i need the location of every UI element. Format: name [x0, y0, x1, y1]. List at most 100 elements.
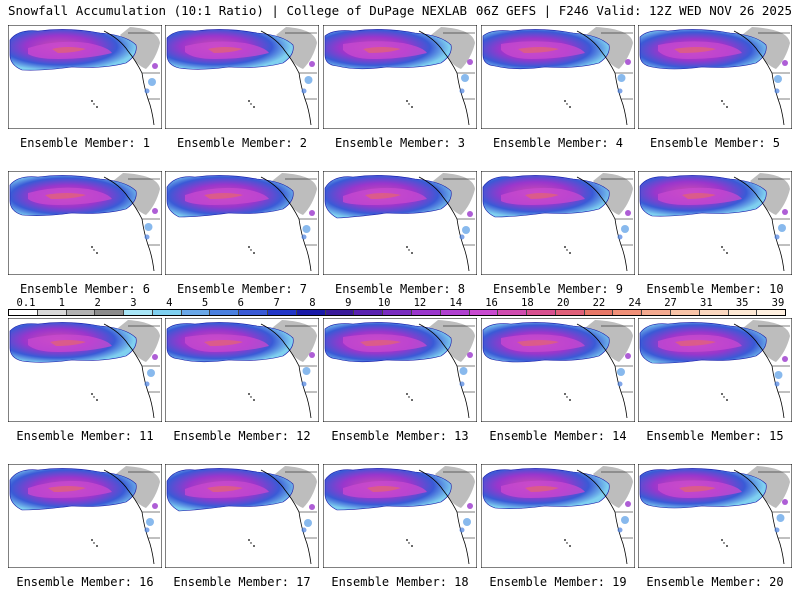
colorbar-swatch	[613, 310, 643, 315]
ensemble-member-label: Ensemble Member: 18	[331, 575, 469, 589]
snowfall-map	[8, 464, 162, 568]
colorbar-swatch	[239, 310, 269, 315]
colorbar-tick-label: 27	[664, 297, 677, 309]
snowfall-map	[323, 171, 477, 275]
colorbar-legend: 0.1 1 2 3 4 5 6 7 8 9 10 12 14 16 18 20 22 24 27 31 35 39	[8, 297, 786, 319]
colorbar-swatch	[555, 310, 585, 315]
colorbar-tick-label: 5	[201, 297, 209, 309]
snowfall-map	[638, 25, 792, 129]
snowfall-map	[8, 318, 162, 422]
colorbar-tick-label: 7	[273, 297, 280, 309]
ensemble-map-panel	[481, 464, 635, 568]
ensemble-member-label: Ensemble Member: 17	[173, 575, 311, 589]
colorbar-tick-label: 16	[485, 297, 498, 309]
snowfall-map	[165, 25, 319, 129]
colorbar-tick-label: 39	[771, 297, 785, 309]
ensemble-map-panel	[8, 171, 162, 275]
ensemble-member-label: Ensemble Member: 20	[646, 575, 784, 589]
colorbar-tick-label: 3	[130, 297, 137, 309]
colorbar-tick-label: 2	[94, 297, 101, 309]
ensemble-map-panel	[165, 25, 319, 129]
ensemble-member-label: Ensemble Member: 19	[489, 575, 627, 589]
ensemble-member-label: Ensemble Member: 5	[649, 136, 781, 150]
ensemble-map-panel	[165, 171, 319, 275]
colorbar-tick-label: 0.1	[16, 297, 36, 309]
ensemble-map-panel	[8, 318, 162, 422]
ensemble-member-label: Ensemble Member: 14	[489, 429, 627, 443]
colorbar-tick-label: 6	[237, 297, 245, 309]
colorbar-swatch	[296, 310, 326, 315]
ensemble-map-panel	[323, 25, 477, 129]
colorbar-tick-label: 4	[166, 297, 173, 309]
colorbar-swatch	[152, 310, 182, 315]
ensemble-member-label: Ensemble Member: 11	[16, 429, 154, 443]
model-run-valid-time: 06Z GEFS | F246 Valid: 12Z WED NOV 26 20…	[475, 3, 792, 18]
ensemble-member-label: Ensemble Member: 13	[331, 429, 469, 443]
ensemble-member-label: Ensemble Member: 6	[19, 282, 151, 296]
ensemble-map-panel	[165, 318, 319, 422]
snowfall-map	[638, 318, 792, 422]
ensemble-member-label: Ensemble Member: 15	[646, 429, 784, 443]
colorbar-swatch	[95, 310, 125, 315]
ensemble-member-label: Ensemble Member: 4	[492, 136, 624, 150]
colorbar-tick-label: 10	[377, 297, 391, 309]
colorbar-swatch	[699, 310, 729, 315]
colorbar-swatch	[325, 310, 355, 315]
colorbar-swatch	[66, 310, 96, 315]
colorbar-swatch	[354, 310, 384, 315]
colorbar-tick-label: 20	[556, 297, 570, 309]
ensemble-map-panel	[481, 318, 635, 422]
ensemble-member-label: Ensemble Member: 9	[492, 282, 624, 296]
colorbar-tick-label: 31	[700, 297, 713, 309]
ensemble-member-label: Ensemble Member: 7	[176, 282, 308, 296]
ensemble-map-panel	[638, 25, 792, 129]
colorbar-swatch	[498, 310, 528, 315]
colorbar-tick-label: 24	[628, 297, 642, 309]
colorbar-swatch	[670, 310, 700, 315]
colorbar-swatch	[411, 310, 441, 315]
ensemble-map-panel	[638, 318, 792, 422]
colorbar-swatch	[527, 310, 556, 315]
snowfall-map	[481, 25, 635, 129]
ensemble-map-panel	[323, 464, 477, 568]
ensemble-member-label: Ensemble Member: 1	[19, 136, 151, 150]
colorbar-tick-label: 18	[521, 297, 534, 309]
colorbar-swatch	[584, 310, 614, 315]
snowfall-map	[638, 464, 792, 568]
ensemble-member-label: Ensemble Member: 8	[334, 282, 466, 296]
colorbar-tick-label: 35	[735, 297, 749, 309]
snowfall-map	[481, 318, 635, 422]
snowfall-map	[165, 171, 319, 275]
snowfall-map	[323, 318, 477, 422]
snowfall-map	[323, 25, 477, 129]
snowfall-map	[8, 171, 162, 275]
colorbar-swatch	[9, 310, 38, 315]
colorbar-tick-label: 9	[345, 297, 352, 309]
ensemble-member-label: Ensemble Member: 3	[334, 136, 466, 150]
colorbar-swatch	[757, 310, 786, 315]
ensemble-map-panel	[165, 464, 319, 568]
colorbar-swatch	[210, 310, 240, 315]
colorbar-swatch	[268, 310, 297, 315]
ensemble-map-panel	[638, 171, 792, 275]
snowfall-map	[481, 464, 635, 568]
colorbar-swatch	[383, 310, 412, 315]
header: Snowfall Accumulation (10:1 Ratio) | Col…	[0, 0, 800, 22]
colorbar-swatch	[642, 310, 671, 315]
colorbar-tick-label: 22	[592, 297, 606, 309]
colorbar-swatch	[181, 310, 211, 315]
snowfall-map	[165, 318, 319, 422]
snowfall-map	[638, 171, 792, 275]
snowfall-map	[165, 464, 319, 568]
colorbar-tick-label: 14	[449, 297, 463, 309]
colorbar-tick-label: 12	[413, 297, 427, 309]
colorbar-strip	[8, 309, 786, 316]
colorbar-tick-labels: 0.1 1 2 3 4 5 6 7 8 9 10 12 14 16 18 20 22 24 27 31 35 39	[8, 297, 786, 309]
map-title: Snowfall Accumulation (10:1 Ratio) | Col…	[8, 3, 468, 18]
ensemble-map-panel	[481, 171, 635, 275]
colorbar-swatch	[728, 310, 758, 315]
ensemble-member-label: Ensemble Member: 10	[646, 282, 784, 296]
snowfall-map	[481, 171, 635, 275]
ensemble-map-panel	[638, 464, 792, 568]
ensemble-map-panel	[8, 25, 162, 129]
